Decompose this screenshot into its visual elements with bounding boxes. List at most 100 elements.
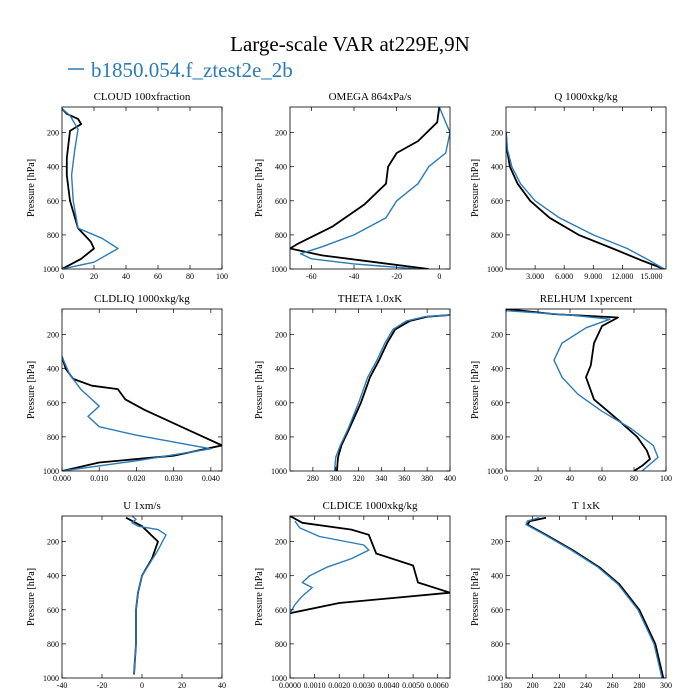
panel-title: CLOUD 100xfraction	[94, 91, 191, 103]
y-tick-label: 200	[47, 331, 59, 340]
x-tick-label: 0.0030	[353, 681, 375, 690]
y-tick-label: 600	[47, 399, 59, 408]
x-tick-label: 380	[421, 474, 433, 483]
x-tick-label: 100	[216, 272, 228, 281]
series-line-blue	[525, 517, 663, 678]
series-group	[290, 107, 450, 269]
x-tick-label: -20	[97, 681, 108, 690]
y-tick-label: 600	[275, 606, 287, 615]
series-line-blue	[506, 310, 659, 471]
y-tick-label: 400	[275, 163, 287, 172]
panels: CLOUD 100xfraction Pressure [hPa] 0 20 40 60 8…	[26, 91, 672, 690]
x-tick-label: 0.0050	[402, 681, 424, 690]
x-tick-label: 320	[353, 474, 365, 483]
x-tick-label: 0.0000	[279, 681, 301, 690]
series-line-black	[62, 108, 95, 269]
x-tick-label: 80	[186, 272, 194, 281]
x-tick-label: -60	[306, 272, 317, 281]
x-tick-label: 100	[660, 474, 672, 483]
chart-panel: CLDLIQ 1000xkg/kg Pressure [hPa] 0.000 0.01…	[26, 293, 223, 483]
plot-frame	[61, 515, 223, 679]
y-tick-label: 600	[491, 399, 503, 408]
x-tick-label: 12.000	[611, 272, 633, 281]
series-line-black	[125, 516, 159, 675]
y-tick-label: 800	[491, 231, 503, 240]
chart-panel: U 1xm/s Pressure [hPa] -40 -20 0 20 40 200 400 60…	[26, 500, 226, 690]
x-tick-label: 0.040	[202, 474, 220, 483]
y-tick-label: 800	[47, 640, 59, 649]
y-tick-label: 400	[47, 572, 59, 581]
plot-frame	[289, 106, 451, 270]
series-line-black	[62, 356, 222, 471]
x-tick-label: 6.000	[555, 272, 573, 281]
y-tick-label: 800	[47, 231, 59, 240]
y-tick-label: 600	[491, 606, 503, 615]
series-line-blue	[506, 132, 665, 269]
y-tick-label: 1000	[43, 265, 59, 274]
y-tick-label: 400	[275, 365, 287, 374]
series-line-black	[526, 516, 665, 678]
series-line-black	[290, 516, 450, 615]
y-axis-label: Pressure [hPa]	[254, 568, 265, 626]
x-tick-label: 20	[534, 474, 542, 483]
chart-panel: CLOUD 100xfraction Pressure [hPa] 0 20 40 60 8…	[26, 91, 228, 281]
y-tick-label: 800	[275, 433, 287, 442]
x-tick-label: 340	[375, 474, 387, 483]
y-tick-label: 800	[491, 640, 503, 649]
y-tick-label: 800	[275, 231, 287, 240]
y-tick-label: 1000	[487, 674, 503, 683]
series-line-blue	[131, 516, 167, 675]
figure-title: Large-scale VAR at229E,9N	[230, 32, 470, 56]
plot-frame	[289, 515, 451, 679]
y-tick-label: 800	[47, 433, 59, 442]
chart-panel: T 1xK Pressure [hPa] 180 200 220 240 260 280 300…	[470, 500, 672, 690]
series-line-black	[506, 132, 665, 269]
x-tick-label: 0.0020	[328, 681, 350, 690]
y-tick-label: 400	[491, 163, 503, 172]
y-axis-label: Pressure [hPa]	[254, 361, 265, 419]
x-tick-label: 260	[607, 681, 619, 690]
panel-title: RELHUM 1xpercent	[540, 293, 633, 305]
chart-panel: RELHUM 1xpercent Pressure [hPa] 0 20 40 60 80 1…	[470, 293, 672, 483]
plot-frame	[289, 308, 451, 472]
series-group	[333, 314, 450, 471]
plot-frame	[505, 106, 667, 270]
x-tick-label: 300	[330, 474, 342, 483]
x-tick-label: 0	[437, 272, 441, 281]
series-line-black	[290, 107, 441, 269]
x-tick-label: 0.0010	[304, 681, 326, 690]
y-tick-label: 200	[491, 129, 503, 138]
plot-frame	[61, 106, 223, 270]
y-tick-label: 400	[47, 163, 59, 172]
series-group	[125, 516, 167, 675]
series-group	[62, 356, 222, 471]
y-axis-label: Pressure [hPa]	[254, 159, 265, 217]
x-tick-label: 60	[598, 474, 606, 483]
x-tick-label: 280	[307, 474, 319, 483]
y-axis-label: Pressure [hPa]	[470, 568, 481, 626]
x-tick-label: 80	[630, 474, 638, 483]
x-tick-label: 9.000	[584, 272, 602, 281]
y-tick-label: 800	[491, 433, 503, 442]
chart-panel: OMEGA 864xPa/s Pressure [hPa] -60 -40 -20 0 20…	[254, 91, 451, 281]
series-group	[506, 309, 659, 471]
series-line-blue	[290, 520, 370, 614]
y-tick-label: 1000	[487, 265, 503, 274]
y-tick-label: 400	[491, 572, 503, 581]
y-axis-label: Pressure [hPa]	[470, 159, 481, 217]
y-tick-label: 1000	[271, 467, 287, 476]
panel-title: Q 1000xkg/kg	[554, 91, 618, 103]
panel-title: U 1xm/s	[123, 500, 161, 512]
x-tick-label: 0.0060	[427, 681, 449, 690]
x-tick-label: 220	[553, 681, 565, 690]
y-axis-label: Pressure [hPa]	[470, 361, 481, 419]
y-tick-label: 1000	[487, 467, 503, 476]
x-tick-label: 300	[660, 681, 672, 690]
x-tick-label: -40	[349, 272, 360, 281]
y-tick-label: 600	[47, 197, 59, 206]
x-tick-label: 40	[566, 474, 574, 483]
y-tick-label: 400	[491, 365, 503, 374]
y-axis-label: Pressure [hPa]	[26, 361, 37, 419]
